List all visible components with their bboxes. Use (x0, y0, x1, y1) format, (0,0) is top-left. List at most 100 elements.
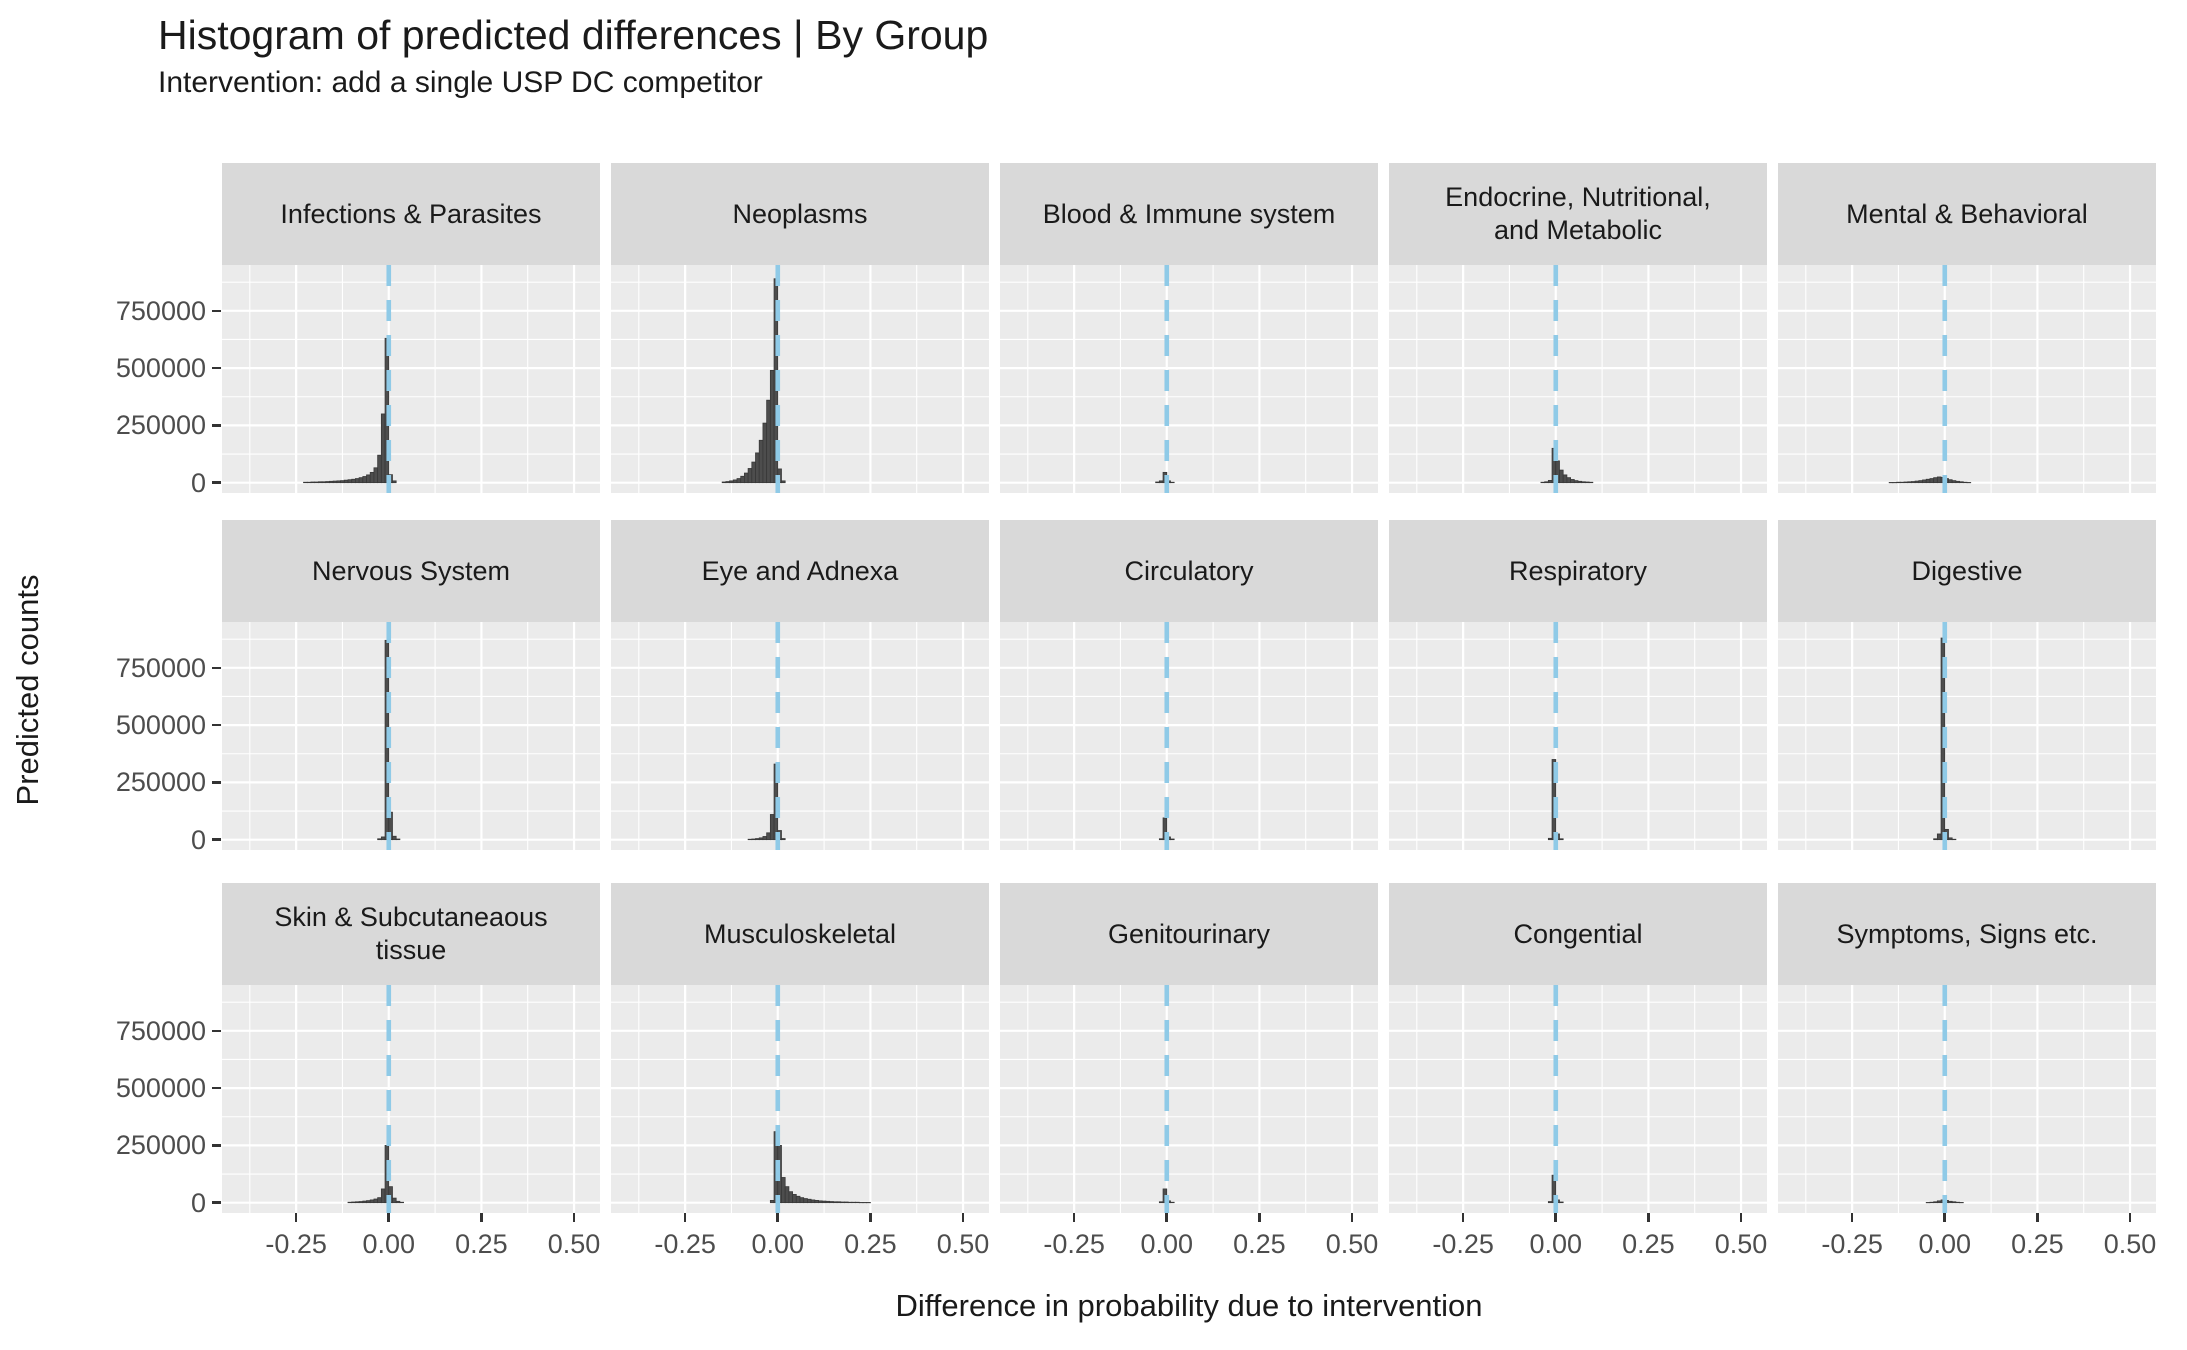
x-tick-mark (961, 1213, 965, 1222)
x-tick-mark (1943, 1213, 1947, 1222)
x-tick-label: 0.00 (1529, 1229, 1583, 1259)
facet-label: Symptoms, Signs etc. (1836, 918, 2098, 949)
x-tick-mark (2128, 1213, 2132, 1222)
x-tick-label: -0.25 (265, 1229, 327, 1259)
y-tick-mark (212, 309, 221, 313)
x-tick-mark (480, 1213, 483, 1222)
x-tick-mark (1461, 1213, 1465, 1222)
y-tick-mark (212, 1201, 221, 1204)
facet-strip: Respiratory (1389, 520, 1767, 622)
x-tick-label: -0.25 (654, 1229, 716, 1259)
facet-label: Musculoskeletal (703, 918, 897, 949)
x-tick-label: 0.25 (2011, 1229, 2064, 1259)
facet-strip: Eye and Adnexa (611, 520, 989, 622)
facet-strip: Infections & Parasites (222, 163, 600, 265)
facet-label: Blood & Immune system (1042, 198, 1336, 229)
x-tick-mark (294, 1213, 298, 1222)
facet-strip: Symptoms, Signs etc. (1778, 883, 2156, 985)
histogram-panel (611, 265, 989, 493)
histogram-panel (1389, 265, 1767, 493)
x-tick-label: 0.25 (1622, 1229, 1675, 1259)
y-tick-label: 500000 (115, 353, 206, 384)
facet-strip: Endocrine, Nutritional, and Metabolic (1389, 163, 1767, 265)
y-tick-mark (212, 366, 221, 370)
x-tick-label: 0.25 (455, 1229, 508, 1259)
x-tick-label: 0.00 (1918, 1229, 1972, 1259)
histogram-panel (611, 622, 989, 850)
facet-label: Infections & Parasites (280, 198, 542, 229)
facet-strip: Blood & Immune system (1000, 163, 1378, 265)
x-tick-mark (1258, 1213, 1261, 1222)
facet-strip: Nervous System (222, 520, 600, 622)
facet-label: Eye and Adnexa (701, 555, 899, 586)
histogram-bars (1540, 447, 1594, 484)
y-tick-mark (212, 723, 221, 727)
histogram-panel (222, 622, 600, 850)
histogram-panel (222, 985, 600, 1213)
facet-label: Endocrine, Nutritional, and Metabolic (1445, 182, 1711, 245)
y-tick-label: 750000 (115, 1015, 206, 1046)
histogram-panel (1778, 622, 2156, 850)
x-tick-label: -0.25 (1043, 1229, 1105, 1259)
facet-strip: Neoplasms (611, 163, 989, 265)
y-tick-label: 0 (190, 1187, 206, 1218)
x-tick-mark (869, 1213, 872, 1222)
facet-strip: Mental & Behavioral (1778, 163, 2156, 265)
chart-title: Histogram of predicted differences | By … (158, 12, 989, 58)
x-tick-label: 0.25 (1233, 1229, 1286, 1259)
x-tick-mark (1850, 1213, 1854, 1222)
x-tick-label: 0.50 (547, 1229, 601, 1259)
facet-strip: Circulatory (1000, 520, 1378, 622)
y-tick-mark (212, 1086, 221, 1090)
y-tick-label: 0 (190, 824, 206, 855)
facet-strip: Digestive (1778, 520, 2156, 622)
x-tick-mark (1350, 1213, 1354, 1222)
facet-strip: Skin & Subcutaneaous tissue (222, 883, 600, 985)
x-tick-label: 0.50 (1325, 1229, 1379, 1259)
x-tick-label: 0.50 (2103, 1229, 2157, 1259)
y-tick-mark (212, 781, 221, 784)
histogram-panel (222, 265, 600, 493)
x-tick-mark (776, 1213, 780, 1222)
x-tick-label: -0.25 (1821, 1229, 1883, 1259)
x-tick-label: 0.00 (1140, 1229, 1194, 1259)
x-tick-mark (683, 1213, 687, 1222)
facet-label: Genitourinary (1107, 918, 1271, 949)
x-tick-mark (2036, 1213, 2039, 1222)
facet-strip: Genitourinary (1000, 883, 1378, 985)
y-tick-label: 250000 (115, 1130, 206, 1161)
x-tick-label: -0.25 (1432, 1229, 1494, 1259)
histogram-panel (1000, 265, 1378, 493)
x-tick-label: 0.00 (362, 1229, 416, 1259)
y-tick-label: 750000 (115, 652, 206, 683)
facet-strip: Congential (1389, 883, 1767, 985)
facet-label: Congential (1513, 918, 1643, 949)
histogram-panel (1778, 985, 2156, 1213)
y-tick-label: 250000 (115, 410, 206, 441)
x-tick-mark (1554, 1213, 1558, 1222)
x-tick-label: 0.50 (936, 1229, 990, 1259)
y-tick-mark (212, 1144, 221, 1147)
x-tick-mark (1647, 1213, 1650, 1222)
x-tick-label: 0.00 (751, 1229, 805, 1259)
chart-subtitle: Intervention: add a single USP DC compet… (158, 66, 763, 99)
facet-label: Neoplasms (732, 198, 868, 229)
facet-label: Mental & Behavioral (1846, 198, 2088, 229)
histogram-panel (1389, 622, 1767, 850)
facet-label: Respiratory (1508, 555, 1648, 586)
x-axis-title: Difference in probability due to interve… (895, 1288, 1483, 1323)
x-tick-mark (387, 1213, 391, 1222)
histogram-panel (611, 985, 989, 1213)
y-tick-label: 0 (190, 467, 206, 498)
y-tick-label: 500000 (115, 1073, 206, 1104)
x-tick-mark (572, 1213, 576, 1222)
histogram-panel (1778, 265, 2156, 493)
facet-label: Skin & Subcutaneaous tissue (274, 902, 548, 965)
y-tick-mark (212, 481, 221, 484)
y-tick-mark (212, 666, 221, 670)
y-tick-mark (212, 838, 221, 841)
histogram-panel (1389, 985, 1767, 1213)
histogram-panel (1000, 985, 1378, 1213)
facet-strip: Musculoskeletal (611, 883, 989, 985)
x-tick-label: 0.25 (844, 1229, 897, 1259)
